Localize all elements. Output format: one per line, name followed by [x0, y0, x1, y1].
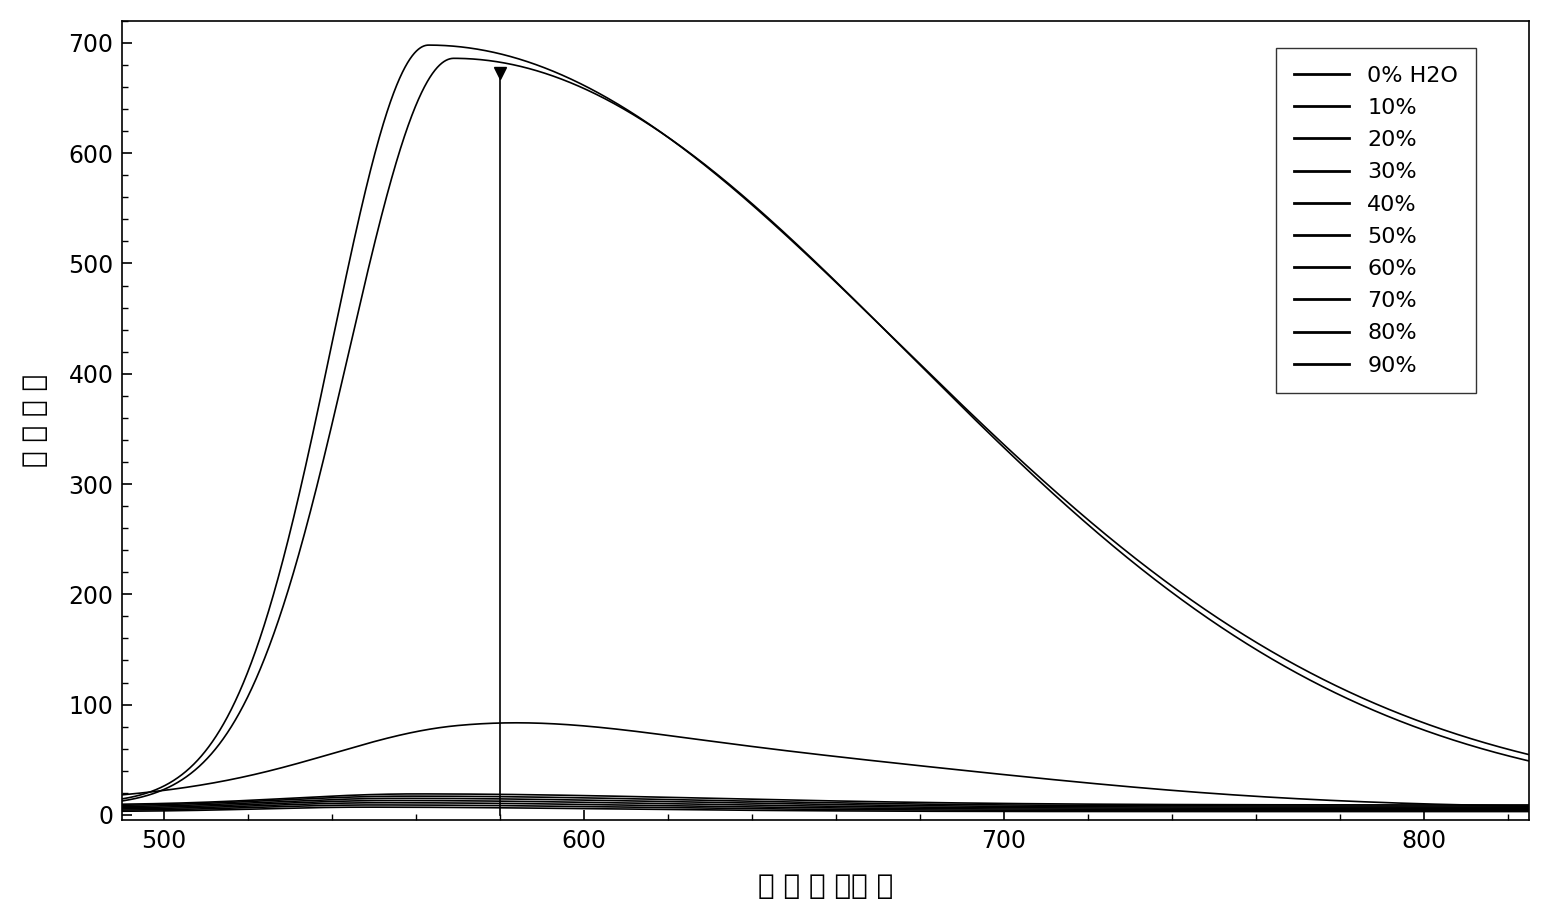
Y-axis label: 荧 光 强 度: 荧 光 强 度: [20, 374, 50, 467]
X-axis label: 波 长 （ 纳米 ）: 波 长 （ 纳米 ）: [758, 872, 893, 900]
Legend: 0% H2O, 10%, 20%, 30%, 40%, 50%, 60%, 70%, 80%, 90%: 0% H2O, 10%, 20%, 30%, 40%, 50%, 60%, 70…: [1276, 48, 1476, 393]
